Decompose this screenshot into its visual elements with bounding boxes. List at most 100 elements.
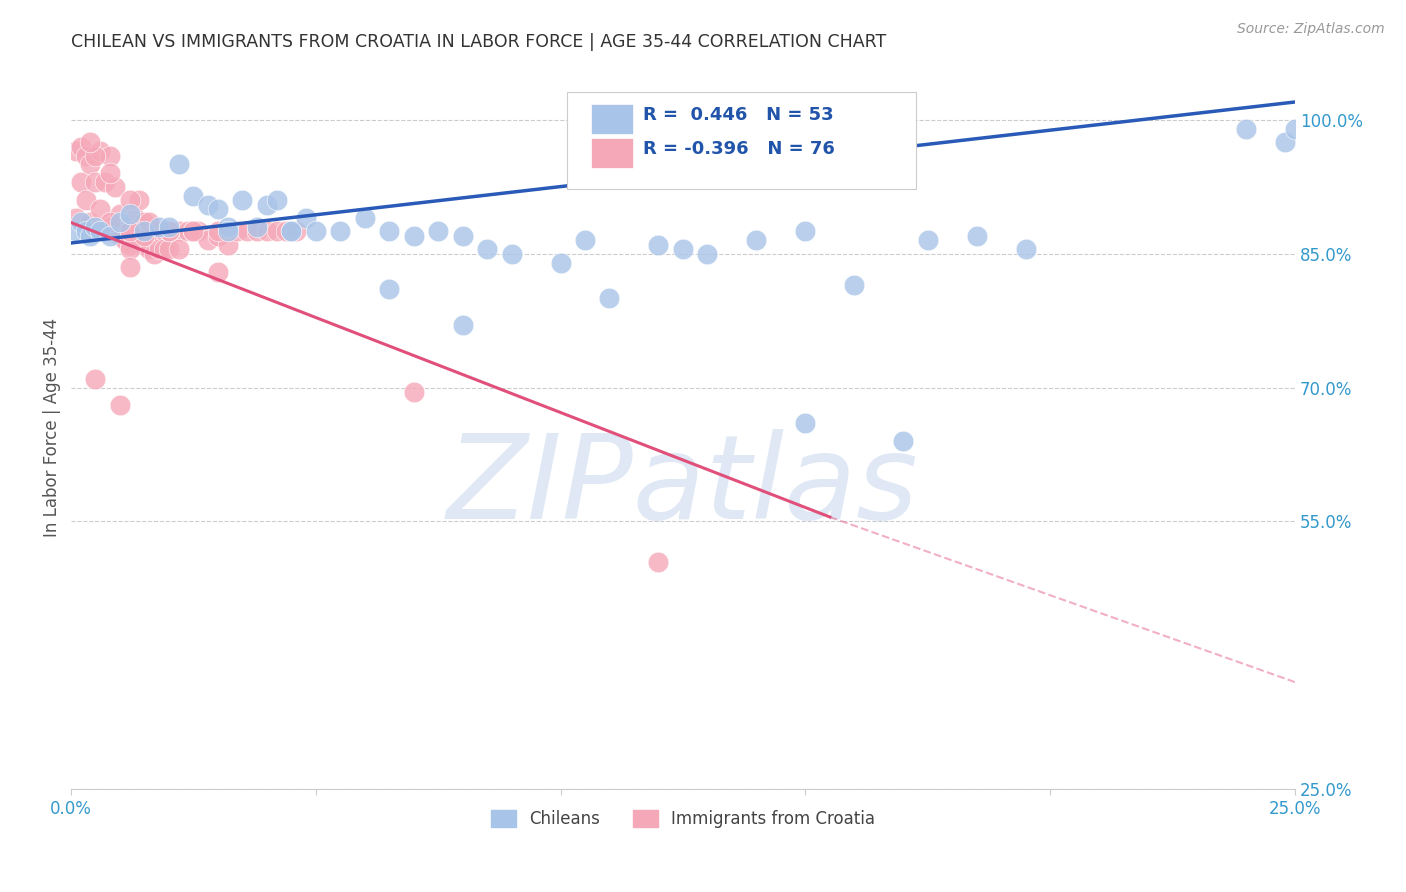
- Point: [114, 233, 136, 247]
- Point: [124, 228, 146, 243]
- Point: [246, 219, 269, 234]
- Point: [353, 211, 375, 225]
- Point: [917, 233, 939, 247]
- Y-axis label: In Labor Force | Age 35-44: In Labor Force | Age 35-44: [44, 318, 60, 537]
- Point: [89, 144, 111, 158]
- Point: [256, 224, 278, 238]
- Point: [98, 224, 121, 238]
- Point: [550, 255, 572, 269]
- Point: [134, 237, 156, 252]
- Point: [167, 224, 190, 238]
- Point: [128, 193, 150, 207]
- Point: [118, 224, 141, 238]
- Point: [98, 148, 121, 162]
- Point: [451, 318, 474, 332]
- Point: [94, 175, 117, 189]
- Point: [69, 215, 91, 229]
- Point: [1284, 121, 1306, 136]
- Point: [1015, 242, 1038, 256]
- Point: [427, 224, 450, 238]
- Point: [124, 211, 146, 225]
- Point: [280, 224, 302, 238]
- Point: [207, 224, 229, 238]
- Point: [181, 188, 204, 202]
- Point: [138, 242, 160, 256]
- Point: [402, 228, 425, 243]
- Point: [148, 219, 170, 234]
- Point: [89, 202, 111, 216]
- Point: [236, 224, 259, 238]
- Point: [118, 237, 141, 252]
- Point: [108, 206, 131, 220]
- Point: [167, 242, 190, 256]
- Point: [745, 233, 768, 247]
- Point: [295, 211, 318, 225]
- Point: [177, 224, 200, 238]
- Point: [108, 215, 131, 229]
- Point: [378, 224, 401, 238]
- Text: Source: ZipAtlas.com: Source: ZipAtlas.com: [1237, 22, 1385, 37]
- Point: [167, 157, 190, 171]
- Point: [153, 242, 176, 256]
- Point: [75, 148, 97, 162]
- Point: [574, 233, 596, 247]
- Point: [647, 555, 669, 569]
- Point: [501, 246, 523, 260]
- Point: [402, 385, 425, 400]
- Point: [134, 228, 156, 243]
- Point: [138, 224, 160, 238]
- Point: [844, 277, 866, 292]
- Point: [69, 139, 91, 153]
- Point: [207, 264, 229, 278]
- Point: [84, 372, 107, 386]
- Point: [226, 224, 249, 238]
- Point: [217, 237, 239, 252]
- Point: [891, 434, 914, 449]
- Point: [181, 224, 204, 238]
- Point: [89, 224, 111, 238]
- Point: [94, 224, 117, 238]
- Point: [1234, 121, 1257, 136]
- Point: [79, 135, 101, 149]
- Point: [207, 202, 229, 216]
- Point: [148, 242, 170, 256]
- Point: [157, 219, 180, 234]
- Point: [69, 175, 91, 189]
- Point: [118, 242, 141, 256]
- Point: [157, 224, 180, 238]
- Point: [598, 291, 620, 305]
- Point: [134, 224, 156, 238]
- Point: [217, 224, 239, 238]
- Point: [157, 224, 180, 238]
- Point: [108, 399, 131, 413]
- Point: [143, 246, 166, 260]
- Point: [378, 282, 401, 296]
- Point: [118, 193, 141, 207]
- Point: [118, 224, 141, 238]
- Point: [118, 260, 141, 274]
- Legend: Chileans, Immigrants from Croatia: Chileans, Immigrants from Croatia: [484, 804, 882, 835]
- Point: [65, 144, 87, 158]
- Point: [187, 224, 209, 238]
- Text: R = -0.396   N = 76: R = -0.396 N = 76: [643, 140, 834, 159]
- Point: [104, 224, 127, 238]
- Point: [98, 228, 121, 243]
- Point: [98, 219, 121, 234]
- Point: [197, 197, 219, 211]
- Text: R =  0.446   N = 53: R = 0.446 N = 53: [643, 106, 834, 125]
- Point: [266, 193, 288, 207]
- Point: [134, 215, 156, 229]
- Point: [256, 197, 278, 211]
- Point: [966, 228, 988, 243]
- Point: [157, 224, 180, 238]
- Point: [451, 228, 474, 243]
- Point: [65, 211, 87, 225]
- Point: [143, 224, 166, 238]
- Point: [118, 206, 141, 220]
- Point: [148, 224, 170, 238]
- FancyBboxPatch shape: [591, 138, 633, 169]
- Point: [157, 242, 180, 256]
- Point: [231, 193, 253, 207]
- Point: [84, 175, 107, 189]
- Point: [181, 224, 204, 238]
